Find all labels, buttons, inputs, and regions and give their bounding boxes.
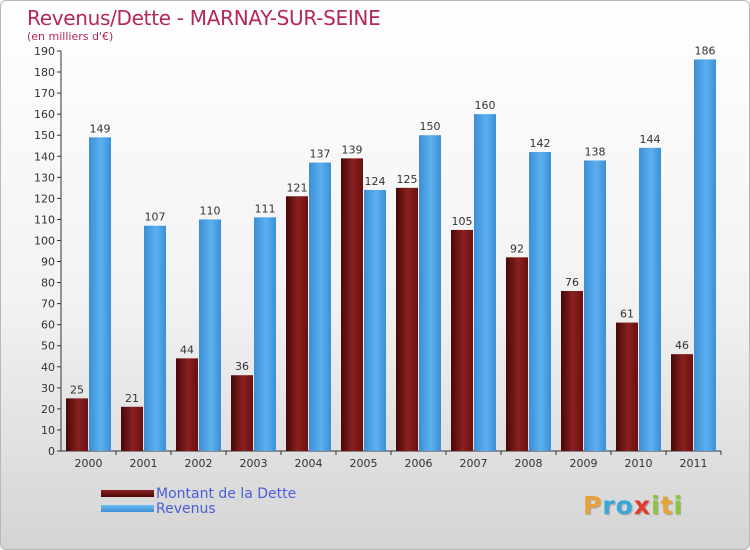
bar-revenus-2006 [419,135,441,452]
legend-swatch-dette [101,490,154,497]
x-tick-label: 2011 [680,457,708,470]
data-label-dette-2011: 46 [675,339,689,352]
y-tick-label: 100 [34,234,55,247]
x-tick-label: 2004 [295,457,323,470]
x-tick-label: 2008 [515,457,543,470]
y-tick-label: 20 [41,403,55,416]
data-label-dette-2003: 36 [235,360,249,373]
data-label-revenus-2008: 142 [530,137,551,150]
bar-revenus-2003 [254,217,276,451]
data-label-dette-2000: 25 [70,383,84,396]
data-label-revenus-2011: 186 [695,44,716,57]
y-tick-label: 10 [41,424,55,437]
y-tick-label: 60 [41,319,55,332]
bar-dette-2007 [451,229,473,451]
bar-revenus-2000 [89,137,111,451]
data-label-revenus-2007: 160 [475,99,496,112]
y-tick-label: 160 [34,108,55,121]
y-tick-label: 130 [34,171,55,184]
bar-dette-2004 [286,196,308,451]
data-label-revenus-2006: 150 [420,120,441,133]
bar-revenus-2005 [364,189,386,451]
data-label-dette-2010: 61 [620,308,634,321]
bar-dette-2000 [66,398,88,451]
bar-revenus-2011 [694,59,716,451]
y-tick-label: 120 [34,192,55,205]
data-label-revenus-2004: 137 [310,148,331,161]
data-label-dette-2005: 139 [342,143,363,156]
bar-dette-2009 [561,291,583,451]
bar-dette-2010 [616,322,638,451]
bar-dette-2002 [176,358,198,451]
x-tick-label: 2002 [185,457,213,470]
x-tick-label: 2007 [460,457,488,470]
data-label-dette-2007: 105 [452,215,473,228]
x-tick-label: 2010 [625,457,653,470]
y-tick-label: 80 [41,277,55,290]
chart-bars [66,59,716,452]
bar-revenus-2009 [584,160,606,451]
data-label-revenus-2000: 149 [90,122,111,135]
bar-dette-2005 [341,158,363,452]
y-tick-label: 150 [34,129,55,142]
y-tick-label: 170 [34,87,55,100]
bar-revenus-2010 [639,147,661,451]
y-tick-label: 40 [41,361,55,374]
data-label-revenus-2009: 138 [585,145,606,158]
x-tick-label: 2006 [405,457,433,470]
data-label-dette-2006: 125 [397,173,418,186]
data-label-dette-2002: 44 [180,343,194,356]
y-tick-label: 0 [48,445,55,458]
y-tick-label: 70 [41,298,55,311]
bar-dette-2001 [121,406,143,451]
chart-data-labels: 25 149 21 107 44 110 36 111 121 137 139 124 125 150 10… [70,44,716,404]
data-label-revenus-2002: 110 [200,204,221,217]
data-label-dette-2004: 121 [287,181,308,194]
bar-dette-2008 [506,257,528,451]
bar-revenus-2007 [474,114,496,451]
x-tick-label: 2003 [240,457,268,470]
data-label-revenus-2003: 111 [255,202,276,215]
bar-revenus-2001 [144,225,166,451]
data-label-revenus-2005: 124 [365,175,386,188]
x-tick-label: 2000 [75,457,103,470]
logo-letter: o [615,491,634,520]
logo-letter: t [660,491,674,520]
data-label-dette-2009: 76 [565,276,579,289]
logo-letter: P [583,491,603,520]
x-tick-label: 2005 [350,457,378,470]
legend-label-dette: Montant de la Dette [156,486,297,502]
y-tick-label: 190 [34,45,55,58]
y-tick-label: 50 [41,340,55,353]
y-tick-label: 30 [41,382,55,395]
x-tick-label: 2009 [570,457,598,470]
data-label-revenus-2010: 144 [640,133,661,146]
logo-letter: i [673,491,684,520]
logo-letter: x [633,491,651,520]
chart-axes: 0 10 20 30 40 50 60 70 80 90 100 110 120 130 140 150 160… [34,45,722,470]
chart-title: Revenus/Dette - MARNAY-SUR-SEINE [27,6,381,30]
y-tick-label: 180 [34,66,55,79]
logo-letter: r [602,491,616,520]
bar-revenus-2008 [529,152,551,452]
data-label-dette-2008: 92 [510,242,524,255]
y-tick-label: 110 [34,213,55,226]
data-label-dette-2001: 21 [125,392,139,405]
data-label-revenus-2001: 107 [145,211,166,224]
y-tick-label: 140 [34,150,55,163]
bar-dette-2006 [396,187,418,451]
bar-revenus-2004 [309,162,331,451]
x-tick-label: 2001 [130,457,158,470]
legend-label-revenus: Revenus [156,501,216,517]
bar-dette-2003 [231,375,253,451]
y-tick-label: 90 [41,256,55,269]
chart-subtitle: (en milliers d'€) [27,30,114,43]
bar-revenus-2002 [199,219,221,451]
legend-swatch-revenus [101,505,154,512]
proxiti-logo: Proxiti [583,491,683,520]
bar-dette-2011 [671,354,693,451]
logo-letter: i [651,491,661,520]
